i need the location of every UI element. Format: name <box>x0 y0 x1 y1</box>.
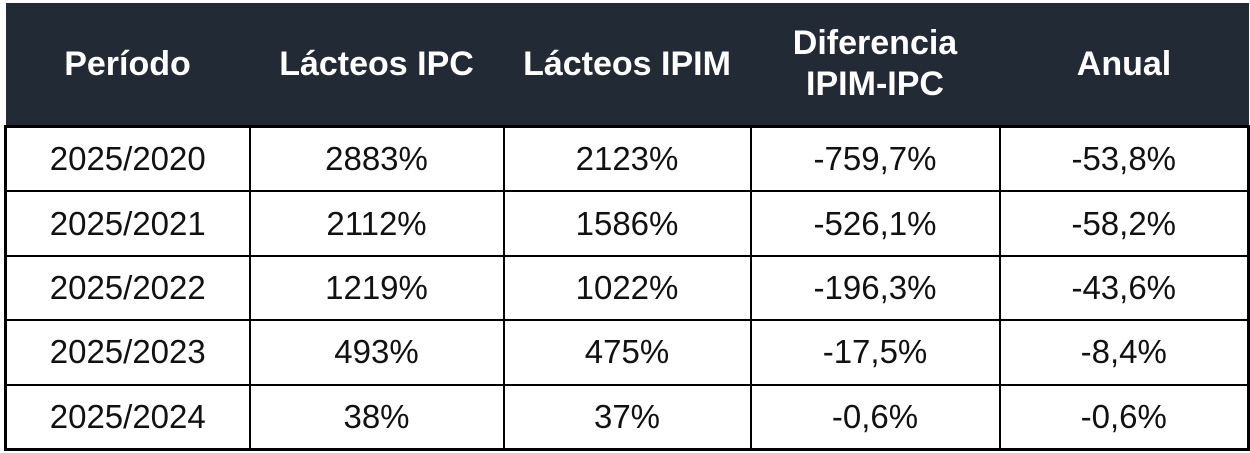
cell-anual: -58,2% <box>998 190 1250 257</box>
cell-anual: -53,8% <box>998 125 1250 193</box>
column-header-lacteos-ipc: Lácteos IPC <box>249 3 504 127</box>
data-table: Período Lácteos IPC Lácteos IPIM Diferen… <box>4 3 1250 451</box>
column-header-diferencia: Diferencia IPIM-IPC <box>750 3 1000 127</box>
column-header-lacteos-ipim: Lácteos IPIM <box>503 3 751 127</box>
cell-lacteos-ipim: 475% <box>502 319 752 386</box>
cell-periodo: 2025/2024 <box>4 383 251 451</box>
table-header: Período Lácteos IPC Lácteos IPIM Diferen… <box>5 3 1249 127</box>
cell-anual: -43,6% <box>998 254 1250 322</box>
cell-anual: -0,6% <box>998 383 1250 451</box>
header-row: Período Lácteos IPC Lácteos IPIM Diferen… <box>5 3 1249 127</box>
cell-lacteos-ipim: 1586% <box>502 190 752 257</box>
cell-diferencia: -196,3% <box>749 254 1001 322</box>
column-header-anual: Anual <box>999 3 1249 127</box>
cell-anual: -8,4% <box>998 319 1250 386</box>
cell-lacteos-ipc: 38% <box>248 383 505 451</box>
table-body: 2025/2020 2883% 2123% -759,7% -53,8% 202… <box>4 125 1250 451</box>
cell-periodo: 2025/2023 <box>4 319 251 386</box>
cell-diferencia: -759,7% <box>749 125 1001 193</box>
cell-periodo: 2025/2021 <box>4 190 251 257</box>
cell-lacteos-ipc: 1219% <box>248 254 505 322</box>
cell-diferencia: -526,1% <box>749 190 1001 257</box>
cell-diferencia: -17,5% <box>749 319 1001 386</box>
cell-diferencia: -0,6% <box>749 383 1001 451</box>
cell-periodo: 2025/2020 <box>4 125 251 193</box>
table-row: 2025/2024 38% 37% -0,6% -0,6% <box>4 383 1250 451</box>
table-row: 2025/2023 493% 475% -17,5% -8,4% <box>4 319 1250 386</box>
cell-lacteos-ipc: 493% <box>248 319 505 386</box>
table-row: 2025/2020 2883% 2123% -759,7% -53,8% <box>4 125 1250 193</box>
cell-lacteos-ipc: 2883% <box>248 125 505 193</box>
table-row: 2025/2022 1219% 1022% -196,3% -43,6% <box>4 254 1250 322</box>
cell-lacteos-ipc: 2112% <box>248 190 505 257</box>
cell-lacteos-ipim: 37% <box>502 383 752 451</box>
cell-periodo: 2025/2022 <box>4 254 251 322</box>
cell-lacteos-ipim: 2123% <box>502 125 752 193</box>
cell-lacteos-ipim: 1022% <box>502 254 752 322</box>
table-row: 2025/2021 2112% 1586% -526,1% -58,2% <box>4 190 1250 257</box>
column-header-periodo: Período <box>5 3 250 127</box>
